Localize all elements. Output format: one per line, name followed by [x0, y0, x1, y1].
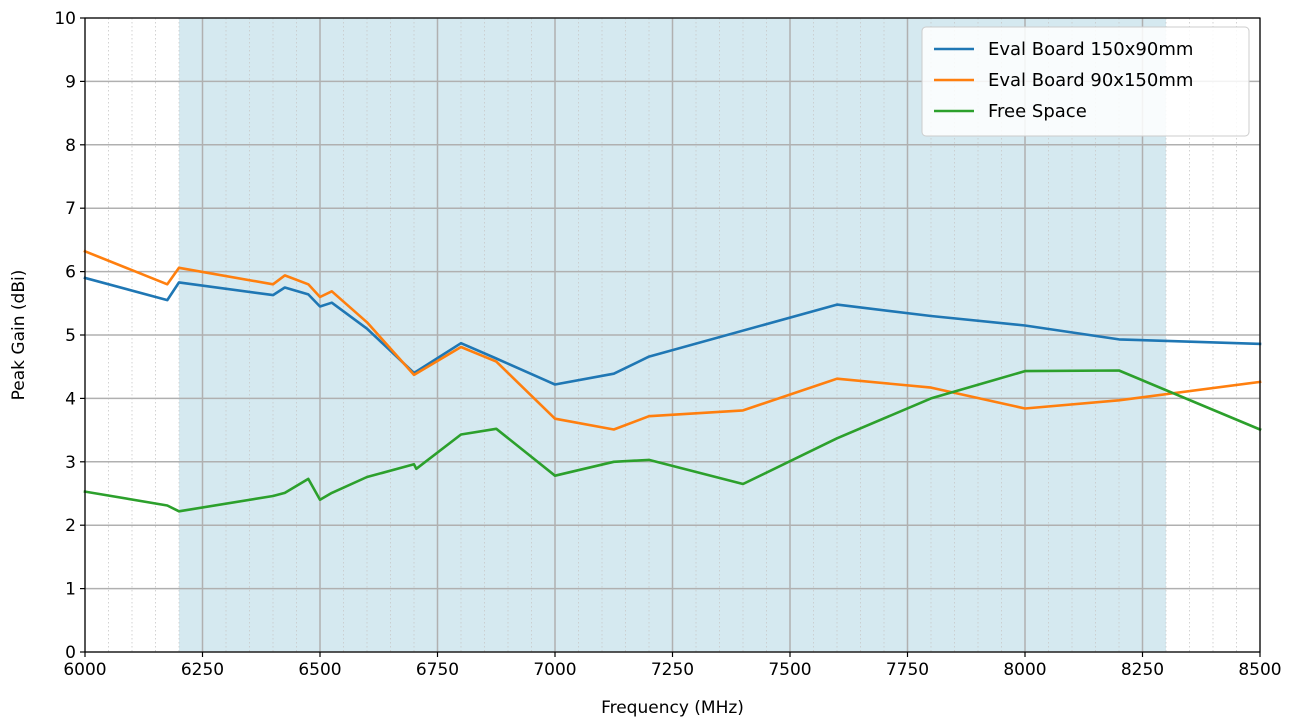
y-axis-label: Peak Gain (dBi) — [9, 270, 29, 401]
x-tick-label: 6250 — [181, 660, 224, 680]
x-axis-label: Frequency (MHz) — [601, 698, 744, 718]
x-tick-label: 7500 — [768, 660, 811, 680]
x-tick-label: 6750 — [416, 660, 459, 680]
x-tick-label: 8250 — [1121, 660, 1164, 680]
legend-label-2: Free Space — [988, 101, 1087, 122]
series-line-2 — [83, 369, 1262, 513]
y-tick-label: 4 — [65, 389, 76, 409]
legend: Eval Board 150x90mm Eval Board 90x150mm Fr… — [921, 26, 1250, 137]
x-tick-label: 7250 — [651, 660, 694, 680]
y-tick-label: 10 — [54, 9, 76, 29]
y-tick-label: 6 — [65, 263, 76, 283]
x-tick-label: 8500 — [1238, 660, 1281, 680]
y-tick-label: 9 — [65, 72, 76, 92]
x-tick-label: 7750 — [886, 660, 929, 680]
legend-label-1: Eval Board 90x150mm — [988, 70, 1193, 91]
x-tick-label: 6500 — [298, 660, 341, 680]
series-line-0 — [83, 276, 1262, 386]
y-tick-label: 2 — [65, 516, 76, 536]
x-tick-label: 6000 — [63, 660, 106, 680]
series-lines — [83, 249, 1262, 513]
legend-label-0: Eval Board 150x90mm — [988, 39, 1193, 60]
y-tick-label: 3 — [65, 453, 76, 473]
y-axis-ticks: 0 1 2 3 4 5 6 7 8 9 10 — [54, 9, 85, 663]
y-tick-label: 1 — [65, 580, 76, 600]
y-tick-label: 7 — [65, 199, 76, 219]
y-tick-label: 5 — [65, 326, 76, 346]
x-tick-label: 8000 — [1003, 660, 1046, 680]
series-line-1 — [83, 249, 1262, 431]
x-tick-label: 7000 — [533, 660, 576, 680]
y-tick-label: 8 — [65, 136, 76, 156]
y-tick-label: 0 — [65, 643, 76, 663]
legend-box — [921, 26, 1250, 137]
x-axis-ticks: 6000 6250 6500 6750 7000 7250 7500 7750 8000 8250… — [63, 652, 1282, 680]
